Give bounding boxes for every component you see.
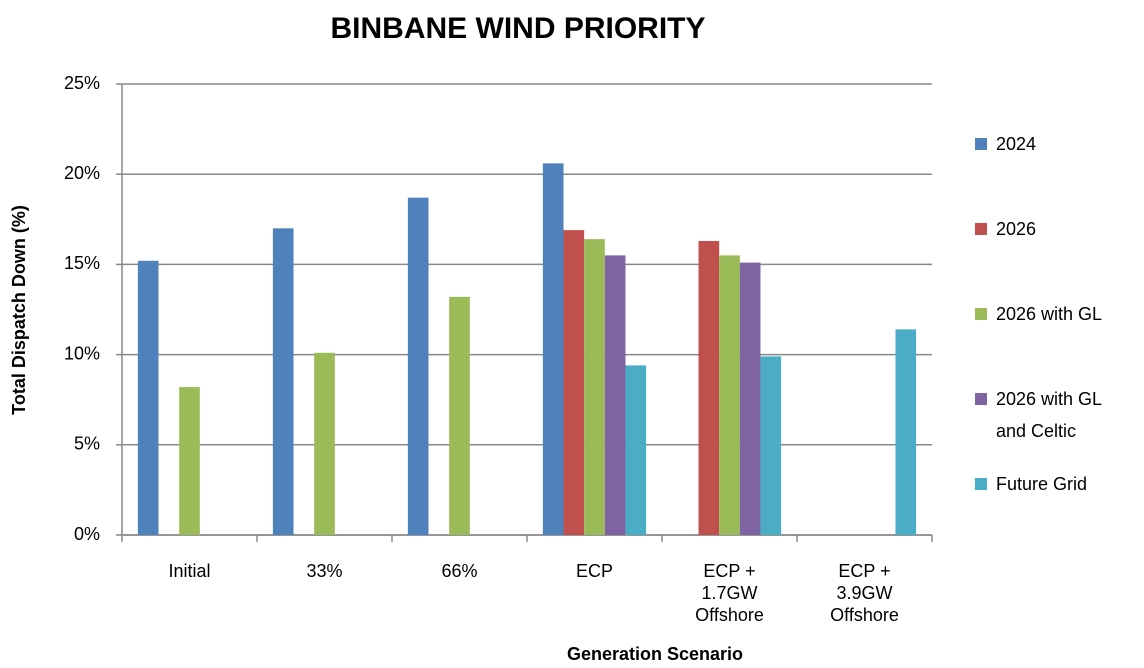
bar <box>137 260 159 535</box>
bar <box>739 262 761 535</box>
bar <box>719 255 740 535</box>
x-tick-label: 33% <box>306 561 343 581</box>
legend-swatch <box>975 478 987 490</box>
legend-swatch <box>975 308 987 320</box>
bar <box>760 356 782 535</box>
chart-title: BINBANE WIND PRIORITY <box>331 12 706 45</box>
x-tick-label: ECP + 3.9GW Offshore <box>830 561 899 625</box>
y-axis-title: Total Dispatch Down (%) <box>9 205 29 415</box>
bar <box>584 239 605 536</box>
x-tick-label: ECP + 1.7GW Offshore <box>695 561 764 625</box>
bar <box>314 352 335 535</box>
y-tick-label: 25% <box>64 73 100 93</box>
legend-label: 2026 <box>996 219 1037 239</box>
y-tick-label: 5% <box>74 434 100 454</box>
y-tick-label: 20% <box>64 163 100 183</box>
bar <box>407 197 429 536</box>
legend-label: 2026 with GL <box>996 304 1103 324</box>
bar <box>449 296 470 535</box>
legend-swatch <box>975 393 987 405</box>
legend-label: 2026 with GL and Celtic <box>996 389 1102 441</box>
x-tick-label: ECP <box>575 561 613 581</box>
y-tick-label: 0% <box>74 524 100 544</box>
legend-swatch <box>975 138 987 150</box>
x-axis-title: Generation Scenario <box>567 644 743 664</box>
bar <box>698 240 720 535</box>
x-tick-label: 66% <box>441 561 478 581</box>
x-tick-label: Initial <box>168 561 211 581</box>
bar <box>179 387 200 535</box>
bar <box>563 230 585 535</box>
bar <box>895 329 917 535</box>
bar <box>625 365 647 535</box>
y-tick-label: 10% <box>64 343 100 363</box>
bar <box>272 228 294 535</box>
legend-swatch <box>975 223 987 235</box>
bar <box>542 163 564 535</box>
legend-label: 2024 <box>996 134 1037 154</box>
y-tick-label: 15% <box>64 253 100 273</box>
bar <box>604 255 626 535</box>
legend-label: Future Grid <box>996 474 1088 494</box>
